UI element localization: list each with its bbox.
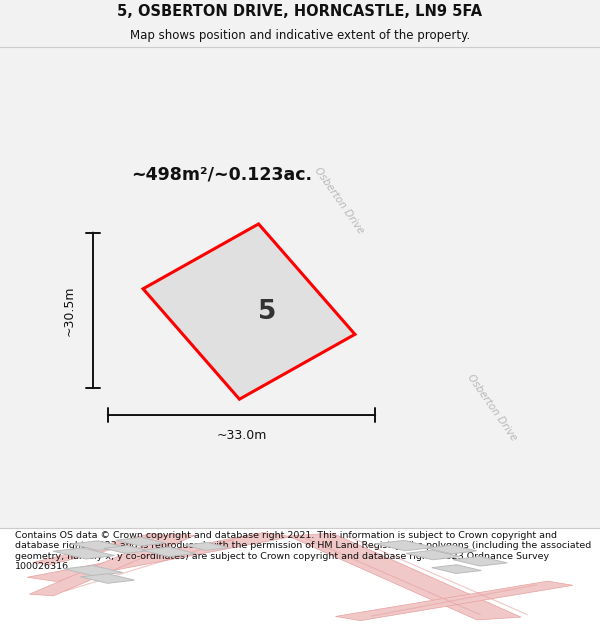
Text: ~33.0m: ~33.0m <box>217 429 266 442</box>
Polygon shape <box>453 556 507 566</box>
Polygon shape <box>64 566 122 576</box>
Text: Osberton Drive: Osberton Drive <box>466 372 518 443</box>
Polygon shape <box>375 541 434 551</box>
Polygon shape <box>27 532 292 581</box>
Text: Map shows position and indicative extent of the property.: Map shows position and indicative extent… <box>130 29 470 42</box>
Text: 5: 5 <box>258 299 276 324</box>
Polygon shape <box>116 538 165 546</box>
Polygon shape <box>184 542 229 550</box>
Polygon shape <box>427 545 476 554</box>
Text: ~498m²/~0.123ac.: ~498m²/~0.123ac. <box>131 166 313 183</box>
Polygon shape <box>71 541 125 551</box>
Text: Contains OS data © Crown copyright and database right 2021. This information is : Contains OS data © Crown copyright and d… <box>15 531 591 571</box>
Polygon shape <box>406 550 460 560</box>
Polygon shape <box>104 546 149 553</box>
Polygon shape <box>32 534 168 564</box>
Text: Osberton Drive: Osberton Drive <box>313 166 365 236</box>
Polygon shape <box>142 547 196 557</box>
Polygon shape <box>53 548 115 559</box>
Polygon shape <box>335 581 573 621</box>
Polygon shape <box>80 574 134 583</box>
Polygon shape <box>288 533 521 620</box>
Polygon shape <box>432 565 481 574</box>
Text: ~30.5m: ~30.5m <box>62 285 76 336</box>
Text: 5, OSBERTON DRIVE, HORNCASTLE, LN9 5FA: 5, OSBERTON DRIVE, HORNCASTLE, LN9 5FA <box>118 4 482 19</box>
Polygon shape <box>29 534 195 596</box>
Polygon shape <box>143 224 355 399</box>
